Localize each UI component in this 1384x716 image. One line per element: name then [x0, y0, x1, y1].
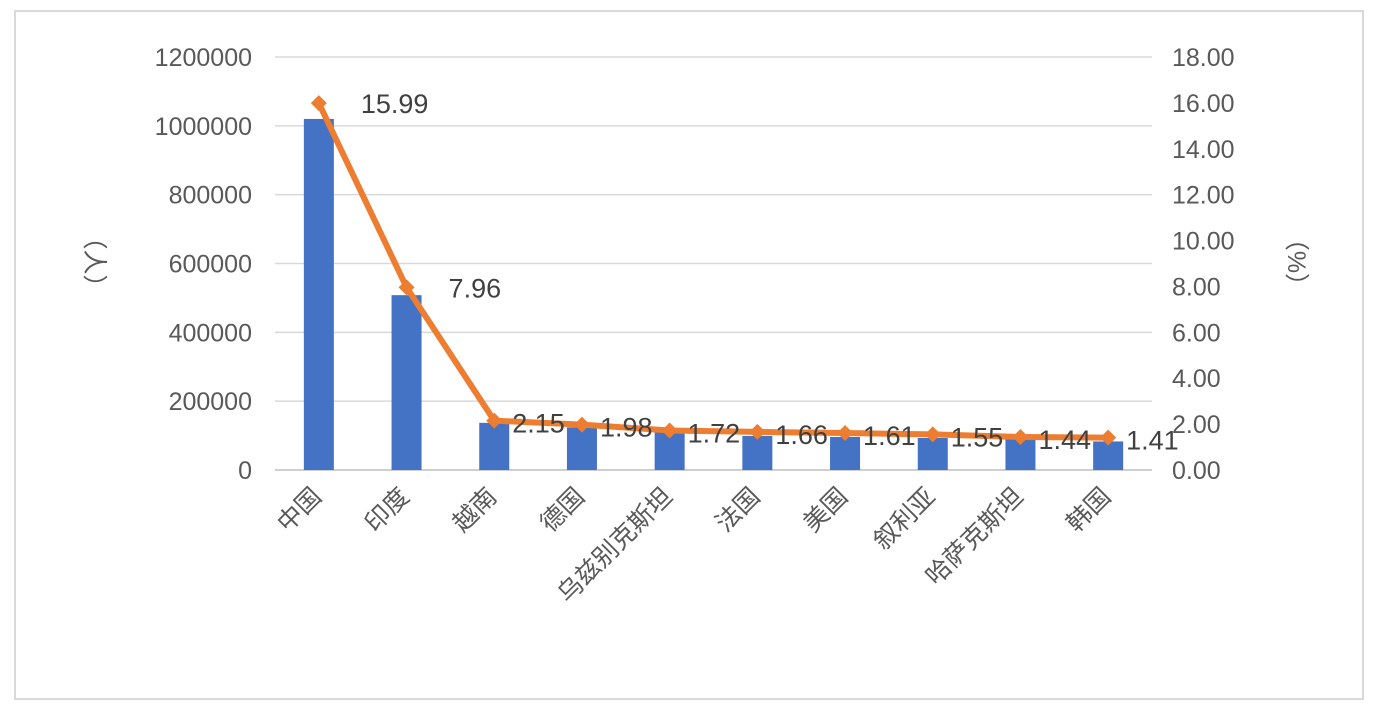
data-label: 1.55 — [951, 422, 1004, 452]
bar-series — [303, 118, 1124, 470]
bar — [566, 427, 597, 470]
data-label: 1.41 — [1126, 426, 1179, 456]
right-tick-label: 10.00 — [1172, 228, 1235, 256]
data-label: 7.96 — [449, 273, 502, 303]
line-marker — [310, 95, 327, 112]
bar — [917, 437, 948, 470]
line-series — [310, 95, 1117, 446]
data-label: 1.44 — [1038, 425, 1091, 455]
data-label: 1.72 — [688, 419, 741, 449]
category-label: 美国 — [798, 482, 853, 537]
category-label: 韩国 — [1061, 482, 1116, 537]
data-label: 1.66 — [775, 420, 828, 450]
left-tick-label: 1200000 — [155, 44, 252, 72]
line-marker — [837, 425, 854, 442]
right-tick-label: 2.00 — [1172, 411, 1221, 439]
left-tick-label: 400000 — [169, 319, 252, 347]
category-label: 印度 — [360, 482, 415, 537]
right-tick-label: 18.00 — [1172, 44, 1235, 72]
left-tick-label: 600000 — [169, 251, 252, 279]
data-labels: 15.99 7.96 2.15 1.98 1.72 1.66 1.61 1.55 1.44 1.4… — [361, 89, 1179, 456]
category-label: 法国 — [710, 482, 765, 537]
right-tick-label: 0.00 — [1172, 457, 1221, 485]
bar — [391, 295, 422, 470]
data-label: 15.99 — [361, 89, 429, 119]
line-marker — [486, 412, 503, 429]
right-tick-label: 16.00 — [1172, 90, 1235, 118]
line-marker — [924, 426, 941, 443]
right-tick-label: 8.00 — [1172, 273, 1221, 301]
line-marker — [661, 422, 678, 439]
right-tick-label: 4.00 — [1172, 365, 1221, 393]
bar — [830, 436, 861, 470]
right-tick-label: 14.00 — [1172, 136, 1235, 164]
line-marker — [398, 279, 415, 296]
left-tick-label: 1000000 — [155, 113, 252, 141]
category-label: 中国 — [272, 482, 327, 537]
right-axis-label: （%） — [1282, 226, 1310, 298]
left-tick-label: 0 — [238, 457, 252, 485]
left-axis-ticks: 1200000 1000000 800000 600000 400000 200000 0 — [155, 44, 252, 485]
bar — [303, 118, 334, 470]
chart-frame — [14, 10, 1364, 700]
line-marker — [1012, 428, 1029, 445]
category-label: 越南 — [447, 482, 502, 537]
bar — [742, 435, 773, 470]
left-axis-label: （人） — [80, 224, 108, 299]
data-label: 2.15 — [512, 409, 565, 439]
category-label: 叙利亚 — [868, 482, 941, 555]
left-tick-label: 800000 — [169, 182, 252, 210]
left-tick-label: 200000 — [169, 388, 252, 416]
series-line — [316, 101, 1109, 441]
right-tick-label: 6.00 — [1172, 319, 1221, 347]
bar — [1093, 441, 1124, 470]
line-marker — [573, 416, 590, 433]
data-label: 1.98 — [600, 413, 653, 443]
bar — [479, 422, 510, 470]
right-axis-ticks: 18.00 16.00 14.00 12.00 10.00 8.00 6.00 4.00 2.0… — [1172, 44, 1235, 485]
category-label: 德国 — [535, 482, 590, 537]
data-label: 1.61 — [863, 421, 916, 451]
right-tick-label: 12.00 — [1172, 182, 1235, 210]
line-marker — [1100, 429, 1117, 446]
line-marker — [749, 423, 766, 440]
